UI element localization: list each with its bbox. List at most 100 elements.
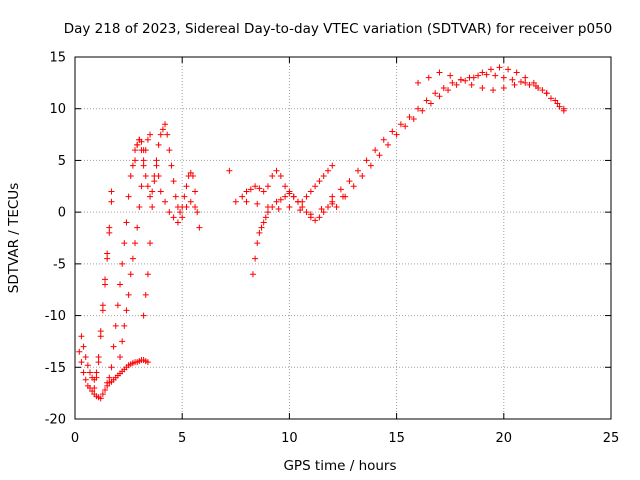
- data-point: [82, 376, 89, 383]
- plot-frame: [74, 56, 612, 420]
- data-point: [517, 78, 524, 85]
- data-point: [324, 203, 331, 210]
- data-point: [299, 203, 306, 210]
- data-point: [108, 364, 115, 371]
- data-point: [170, 178, 177, 185]
- data-point: [127, 271, 134, 278]
- data-point: [342, 193, 349, 200]
- data-point: [108, 198, 115, 205]
- data-point: [406, 113, 413, 120]
- data-point: [457, 76, 464, 83]
- y-axis-title: SDTVAR / TECUs: [6, 183, 22, 293]
- data-point: [447, 72, 454, 79]
- data-point: [95, 359, 102, 366]
- data-point: [462, 77, 469, 84]
- data-point: [142, 291, 149, 298]
- data-point: [556, 103, 563, 110]
- data-point: [147, 240, 154, 247]
- data-point: [539, 87, 546, 94]
- data-point: [112, 322, 119, 329]
- data-point: [249, 271, 256, 278]
- data-point: [320, 209, 327, 216]
- data-point: [183, 183, 190, 190]
- data-point: [436, 69, 443, 76]
- data-point: [262, 214, 269, 221]
- data-point: [104, 379, 111, 386]
- data-point: [177, 209, 184, 216]
- data-point: [509, 76, 516, 83]
- data-point: [547, 95, 554, 102]
- data-point: [532, 82, 539, 89]
- data-point: [82, 353, 89, 360]
- data-point: [97, 328, 104, 335]
- data-point: [108, 188, 115, 195]
- data-point: [232, 198, 239, 205]
- data-point: [513, 69, 520, 76]
- data-point: [226, 167, 233, 174]
- data-point: [264, 209, 271, 216]
- x-axis-title: GPS time / hours: [283, 458, 396, 474]
- data-point: [102, 281, 109, 288]
- data-point: [166, 147, 173, 154]
- chart-title: Day 218 of 2023, Sidereal Day-to-day VTE…: [64, 21, 613, 37]
- data-point: [125, 193, 132, 200]
- data-point: [282, 183, 289, 190]
- data-point: [172, 193, 179, 200]
- data-point: [106, 229, 113, 236]
- data-point: [329, 200, 336, 207]
- data-point: [269, 172, 276, 179]
- data-point: [522, 74, 529, 81]
- data-point: [275, 206, 282, 213]
- data-point: [316, 214, 323, 221]
- data-point: [389, 128, 396, 135]
- data-point: [110, 343, 117, 350]
- y-tick-label: 10: [49, 102, 66, 117]
- data-point: [372, 147, 379, 154]
- data-point: [136, 203, 143, 210]
- data-point: [254, 240, 261, 247]
- data-point: [324, 167, 331, 174]
- data-point: [254, 200, 261, 207]
- x-tick-label: 10: [281, 431, 298, 446]
- data-point: [157, 131, 164, 138]
- data-point: [121, 322, 128, 329]
- data-point: [449, 79, 456, 86]
- data-point: [183, 203, 190, 210]
- data-point: [106, 224, 113, 231]
- data-point: [479, 85, 486, 92]
- y-tick-label: -10: [45, 309, 66, 324]
- data-point: [290, 193, 297, 200]
- data-point: [475, 72, 482, 79]
- data-point: [80, 343, 87, 350]
- data-point: [297, 207, 304, 214]
- data-point: [522, 79, 529, 86]
- data-point: [76, 348, 83, 355]
- data-point: [99, 391, 106, 398]
- data-point: [260, 188, 267, 195]
- data-point: [307, 211, 314, 218]
- data-point: [423, 97, 430, 104]
- data-point: [273, 167, 280, 174]
- data-point: [144, 271, 151, 278]
- x-tick-label: 5: [178, 431, 186, 446]
- data-point: [425, 74, 432, 81]
- data-point: [138, 183, 145, 190]
- data-point: [256, 229, 263, 236]
- data-point: [125, 291, 132, 298]
- data-point: [144, 136, 151, 143]
- axis-ticks: 0 5 10 15 20 25 -20 -15 -10 -5 0 5 10 15: [45, 51, 620, 447]
- data-point: [192, 203, 199, 210]
- data-point: [500, 74, 507, 81]
- data-point: [80, 369, 87, 376]
- data-point: [155, 141, 162, 148]
- data-point: [136, 136, 143, 143]
- data-point: [78, 333, 85, 340]
- data-point: [129, 255, 136, 262]
- data-point: [258, 224, 265, 231]
- data-point: [252, 183, 259, 190]
- data-point: [153, 162, 160, 169]
- data-point: [505, 66, 512, 73]
- data-point: [138, 147, 145, 154]
- data-point: [104, 250, 111, 257]
